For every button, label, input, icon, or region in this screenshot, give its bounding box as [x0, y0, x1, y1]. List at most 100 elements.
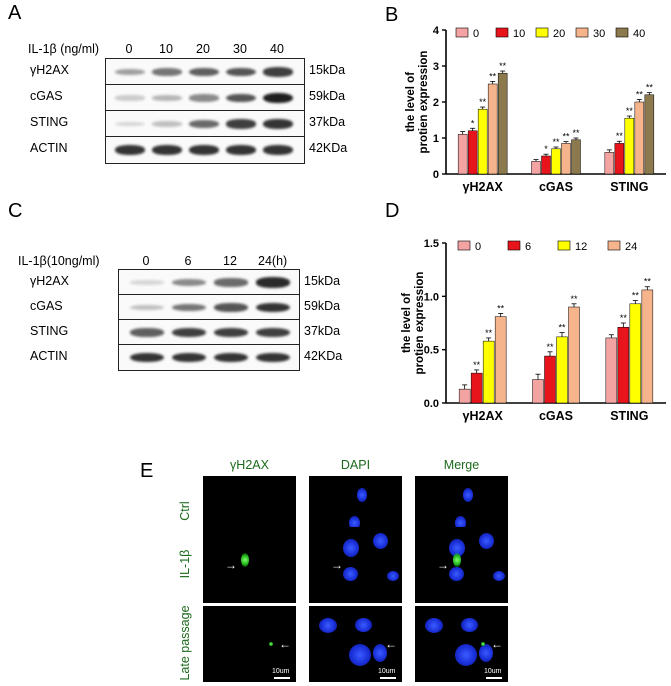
protein-band [214, 303, 248, 312]
lane-label: 0 [142, 254, 150, 268]
blot-row [106, 111, 304, 137]
protein-band [152, 145, 182, 155]
blot-row [119, 295, 299, 320]
protein-band [226, 67, 256, 77]
legend-label: 6 [525, 241, 531, 253]
micrograph: → [203, 527, 296, 603]
lane-label: 30 [233, 42, 247, 56]
protein-label: STING [30, 115, 69, 129]
condition-label: IL-1β(10ng/ml) [18, 254, 100, 268]
significance-label: ** [485, 328, 493, 338]
blot-row [106, 137, 304, 162]
arrow-icon: ← [491, 637, 503, 651]
nucleus [387, 571, 399, 581]
protein-band [115, 121, 145, 127]
lane-label: 0 [125, 42, 133, 56]
scale-bar [380, 677, 396, 679]
x-category-label: STING [610, 180, 648, 194]
molecular-weight-label: 15kDa [304, 273, 341, 288]
protein-band [256, 277, 290, 288]
nucleus [349, 516, 360, 530]
protein-band [263, 92, 293, 104]
blot-membrane [118, 269, 300, 371]
protein-band [226, 93, 256, 103]
protein-band [189, 94, 219, 102]
column-label: DAPI [340, 458, 371, 472]
protein-label: ACTIN [30, 141, 68, 155]
legend-label: 40 [633, 28, 645, 40]
protein-band [189, 145, 219, 155]
row-label: Late passage [178, 605, 192, 681]
western-blot-panel-a: IL-1β (ng/ml) 0 10 20 30 40 γH2AX 15kDa cGAS 59kD… [0, 0, 380, 180]
protein-band [130, 328, 164, 337]
significance-label: ** [562, 132, 570, 142]
significance-label: ** [626, 106, 634, 116]
y-tick-label: 1 [433, 133, 439, 145]
nucleus [425, 618, 443, 633]
legend-label: 10 [513, 28, 525, 40]
x-category-label: γH2AX [463, 180, 504, 194]
panel-letter-b: B [385, 4, 399, 26]
protein-label: STING [30, 323, 69, 338]
y-tick-label: 1.0 [424, 291, 439, 303]
protein-band [172, 327, 206, 338]
arrow-icon: → [225, 558, 237, 572]
protein-band [256, 327, 290, 338]
significance-label: ** [558, 323, 566, 333]
blot-row [106, 59, 304, 85]
protein-band [115, 145, 145, 155]
nucleus [455, 516, 466, 530]
nucleus [355, 618, 372, 632]
legend-swatch [495, 27, 509, 38]
bar [494, 316, 507, 404]
blot-row [106, 85, 304, 111]
panel-letter-a: A [8, 2, 22, 24]
significance-label: ** [552, 137, 560, 147]
nucleus [479, 644, 493, 662]
protein-label: cGAS [30, 89, 63, 103]
molecular-weight-label: 42KDa [309, 141, 348, 155]
molecular-weight-label: 59kDa [309, 89, 346, 103]
protein-band [256, 352, 290, 363]
significance-label: * [544, 144, 548, 154]
significance-label: ** [473, 360, 481, 370]
y-tick-label: 4 [433, 25, 440, 37]
protein-band [152, 68, 182, 76]
legend-swatch [607, 240, 621, 251]
gamma-h2ax-focus [481, 642, 485, 646]
legend-swatch [455, 27, 469, 38]
scale-bar-label: 10um [272, 668, 290, 675]
gamma-h2ax-focus [269, 642, 273, 646]
scale-bar [486, 677, 502, 679]
protein-band [115, 95, 145, 101]
y-tick-label: 0.0 [424, 398, 439, 410]
significance-label: ** [636, 89, 644, 99]
protein-band [115, 68, 145, 76]
nucleus [461, 618, 478, 632]
micrograph: ← 10um [203, 606, 296, 682]
x-category-label: STING [610, 409, 648, 423]
y-tick-label: 2 [433, 97, 439, 109]
blot-row [119, 345, 299, 369]
molecular-weight-label: 42KDa [304, 348, 343, 363]
x-category-label: γH2AX [463, 409, 504, 423]
lane-label: 10 [159, 42, 173, 56]
significance-label: ** [499, 61, 507, 71]
x-category-label: cGAS [539, 180, 573, 194]
lane-label: 12 [223, 254, 237, 268]
legend-swatch [457, 240, 471, 251]
molecular-weight-label: 15kDa [309, 63, 346, 77]
nucleus [479, 533, 494, 549]
legend-swatch [575, 27, 589, 38]
molecular-weight-label: 37kDa [304, 323, 341, 338]
legend-swatch [535, 27, 549, 38]
significance-label: ** [572, 128, 580, 138]
significance-label: * [471, 118, 475, 128]
arrow-icon: → [437, 558, 449, 572]
micrograph: ← 10um [309, 606, 402, 682]
protein-band [226, 145, 256, 155]
significance-label: ** [479, 97, 487, 107]
protein-band [214, 278, 248, 287]
western-blot-panel-c: IL-1β(10ng/ml) 0 6 12 24(h) γH2AX 15kDa cGAS 59k… [0, 0, 380, 420]
